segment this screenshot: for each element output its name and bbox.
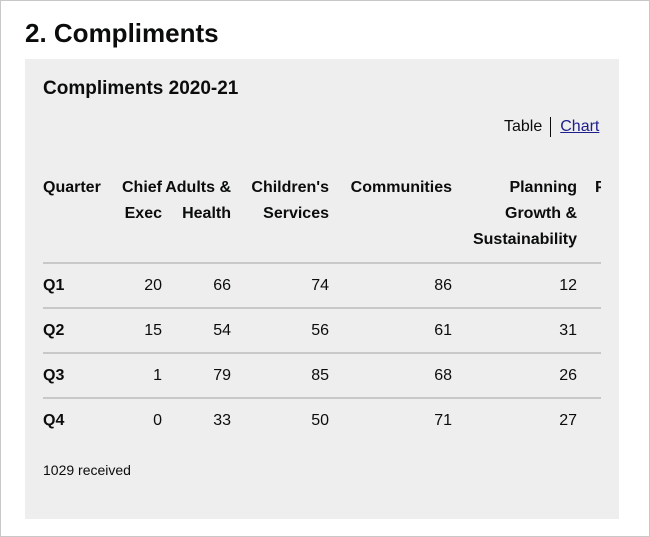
table-row: Q2 15 54 56 61 31 xyxy=(43,308,601,354)
compliments-panel: Compliments 2020-21 Table Chart Quarter C… xyxy=(25,59,619,519)
table-header-row: Quarter Chief Exec Adults & Health Child… xyxy=(43,171,601,264)
header-communities: Communities xyxy=(329,171,452,264)
cell-adults-health: 66 xyxy=(162,263,231,309)
cell-childrens-services: 56 xyxy=(231,308,329,354)
table-scroll-area[interactable]: Quarter Chief Exec Adults & Health Child… xyxy=(43,171,601,441)
cell-childrens-services: 50 xyxy=(231,398,329,441)
cell-planning: 27 xyxy=(452,398,577,441)
table-row: Q4 0 33 50 71 27 xyxy=(43,398,601,441)
header-next-clipped: P xyxy=(577,171,601,264)
cell-childrens-services: 74 xyxy=(231,263,329,309)
cell-communities: 71 xyxy=(329,398,452,441)
panel-title: Compliments 2020-21 xyxy=(43,78,239,99)
cell-chief-exec: 15 xyxy=(121,308,162,354)
cell-communities: 61 xyxy=(329,308,452,354)
cell-clipped xyxy=(577,308,601,354)
cell-chief-exec: 20 xyxy=(121,263,162,309)
toggle-divider xyxy=(550,117,552,137)
page-title: 2. Compliments xyxy=(25,18,219,48)
header-childrens-services: Children's Services xyxy=(231,171,329,264)
cell-quarter: Q3 xyxy=(43,353,121,399)
cell-clipped xyxy=(577,398,601,441)
table-row: Q1 20 66 74 86 12 xyxy=(43,263,601,309)
cell-childrens-services: 85 xyxy=(231,353,329,399)
compliments-table: Quarter Chief Exec Adults & Health Child… xyxy=(43,171,601,441)
cell-adults-health: 79 xyxy=(162,353,231,399)
table-row: Q3 1 79 85 68 26 xyxy=(43,353,601,399)
header-adults-health: Adults & Health xyxy=(162,171,231,264)
cell-planning: 26 xyxy=(452,353,577,399)
view-toggle: Table Chart xyxy=(504,117,599,137)
cell-planning: 31 xyxy=(452,308,577,354)
cell-communities: 68 xyxy=(329,353,452,399)
cell-communities: 86 xyxy=(329,263,452,309)
cell-clipped xyxy=(577,353,601,399)
cell-adults-health: 54 xyxy=(162,308,231,354)
cell-quarter: Q4 xyxy=(43,398,121,441)
cell-quarter: Q1 xyxy=(43,263,121,309)
header-chief-exec: Chief Exec xyxy=(121,171,162,264)
cell-adults-health: 33 xyxy=(162,398,231,441)
table-view-tab[interactable]: Table xyxy=(504,118,543,136)
cell-quarter: Q2 xyxy=(43,308,121,354)
received-count: 1029 received xyxy=(43,462,131,478)
header-quarter: Quarter xyxy=(43,171,121,264)
chart-view-link[interactable]: Chart xyxy=(560,118,600,136)
cell-chief-exec: 1 xyxy=(121,353,162,399)
cell-planning: 12 xyxy=(452,263,577,309)
cell-chief-exec: 0 xyxy=(121,398,162,441)
header-planning: Planning Growth & Sustainability xyxy=(452,171,577,264)
cell-clipped xyxy=(577,263,601,309)
